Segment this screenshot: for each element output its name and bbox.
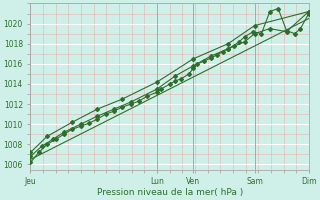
X-axis label: Pression niveau de la mer( hPa ): Pression niveau de la mer( hPa ) [97, 188, 243, 197]
